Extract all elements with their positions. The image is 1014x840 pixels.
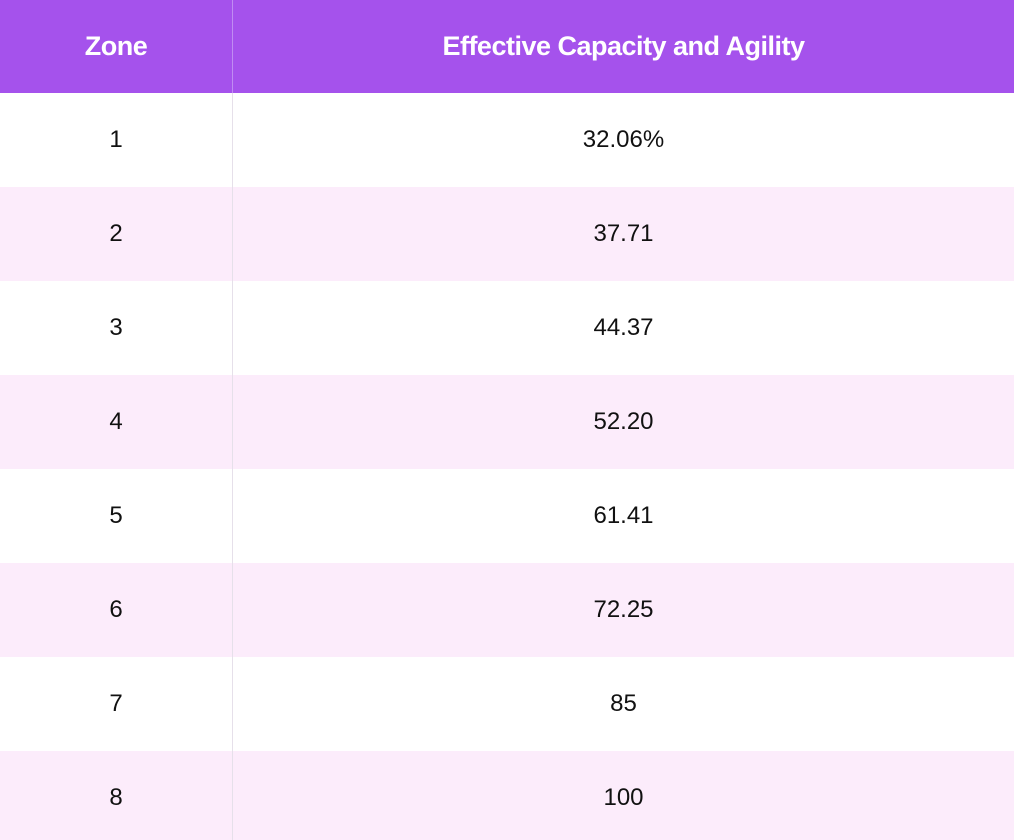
table-body: 1 32.06% 2 37.71 3 44.37 4 52.20 5 61.41… [0,93,1014,840]
zone-cell: 7 [0,657,233,751]
capacity-cell: 61.41 [593,502,654,529]
table-row: 5 61.41 [0,469,1014,563]
table-row: 1 32.06% [0,93,1014,187]
zone-cell: 5 [0,469,233,563]
zone-column-header: Zone [0,0,233,93]
table-row: 4 52.20 [0,375,1014,469]
capacity-cell: 85 [610,690,637,717]
capacity-cell: 72.25 [593,596,654,623]
table-row: 3 44.37 [0,281,1014,375]
table-row: 2 37.71 [0,187,1014,281]
zone-cell: 2 [0,187,233,281]
table-row: 6 72.25 [0,563,1014,657]
capacity-cell: 32.06% [582,126,665,153]
zone-cell: 4 [0,375,233,469]
table-header-row: Zone Effective Capacity and Agility [0,0,1014,93]
zone-cell: 6 [0,563,233,657]
capacity-cell: 37.71 [593,220,654,247]
zone-cell: 3 [0,281,233,375]
capacity-cell: 52.20 [593,408,654,435]
table-row: 7 85 [0,657,1014,751]
zone-cell: 1 [0,93,233,187]
zone-cell: 8 [0,751,233,840]
table-row: 8 100 [0,751,1014,840]
capacity-cell: 44.37 [593,314,654,341]
capacity-column-header: Effective Capacity and Agility [442,31,805,61]
capacity-cell: 100 [603,784,644,811]
